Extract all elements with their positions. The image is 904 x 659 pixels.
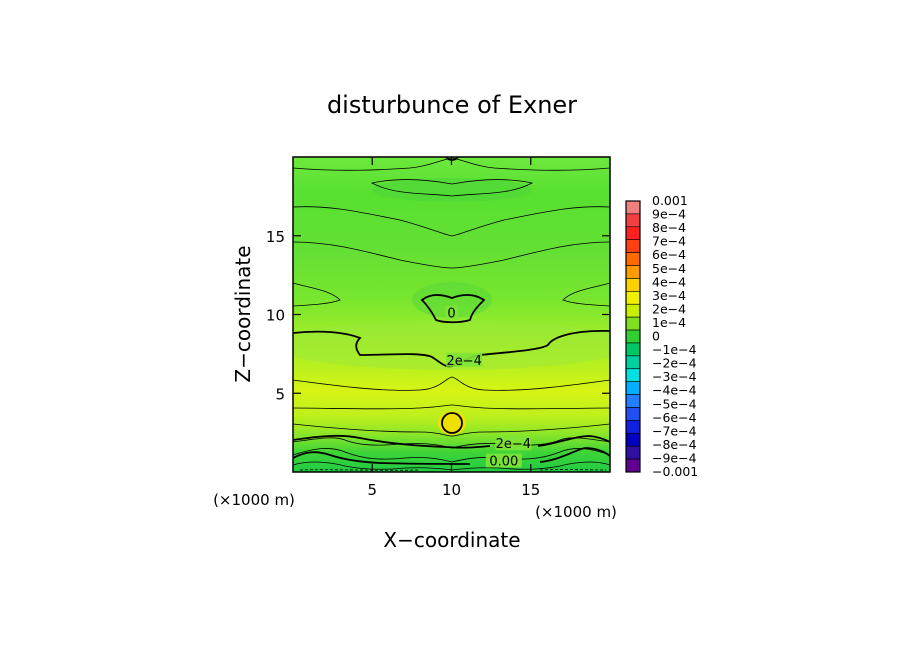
contour-labels: 0 2e−4 2e−4 0.00 (445, 305, 532, 470)
colorbar-swatch (625, 252, 641, 266)
x-tick-label: 10 (442, 481, 461, 499)
colorbar-label: 4e−4 (652, 274, 686, 289)
y-ticks: 5 10 15 (266, 228, 610, 403)
colorbar-swatch (625, 432, 641, 447)
contour-label: 2e−4 (446, 354, 481, 369)
colorbar-swatch (625, 445, 641, 460)
colorbar-label: −3e−4 (652, 369, 697, 384)
colorbar-label: 9e−4 (652, 207, 686, 222)
colorbar-swatch (625, 407, 641, 421)
colorbar-swatch (625, 278, 641, 292)
contour-label: 0.00 (489, 455, 518, 470)
y-tick-label: 10 (266, 307, 285, 325)
colorbar-swatch (625, 394, 641, 408)
colorbar-label: −1e−4 (652, 342, 697, 357)
colorbar-label: 2e−4 (652, 301, 686, 316)
colorbar-swatch (625, 368, 641, 382)
colorbar-label: −7e−4 (652, 423, 697, 438)
contour-label-bg (495, 436, 532, 451)
colorbar-label: 8e−4 (652, 220, 686, 235)
colorbar-label: −6e−4 (652, 410, 697, 425)
colorbar: 0.0019e−48e−47e−46e−45e−44e−43e−42e−41e−… (625, 193, 698, 479)
colorbar-swatch (625, 303, 641, 318)
colorbar-swatch (625, 265, 641, 279)
colorbar-label: −4e−4 (652, 383, 697, 398)
contour-lines-negative (299, 469, 607, 471)
y-tick-label: 15 (266, 228, 285, 246)
x-unit-label: (×1000 m) (535, 503, 617, 521)
colorbar-label: 6e−4 (652, 247, 686, 262)
colorbar-frame (625, 200, 641, 473)
colorbar-swatch (625, 316, 641, 331)
x-axis-label: X−coordinate (383, 528, 520, 552)
colorbar-swatch (625, 458, 641, 473)
x-tick-label: 15 (521, 481, 540, 499)
plot-field (293, 157, 610, 472)
colorbar-label: 3e−4 (652, 288, 686, 303)
colorbar-label: 1e−4 (652, 315, 686, 330)
chart-title: disturbunce of Exner (327, 91, 577, 119)
z-unit-label: (×1000 m) (213, 491, 295, 509)
colorbar-label: 0 (652, 329, 660, 344)
y-axis-label: Z−coordinate (231, 245, 255, 382)
contour-lines-thick (293, 157, 610, 465)
colorbar-swatch (625, 355, 641, 370)
colorbar-label: −5e−4 (652, 396, 697, 411)
colorbar-swatch (625, 420, 641, 434)
colorbar-label: 0.001 (652, 193, 688, 208)
colorbar-label: 5e−4 (652, 261, 686, 276)
colorbar-swatch (625, 200, 641, 215)
colorbar-label: −0.001 (652, 464, 698, 479)
colorbar-swatch (625, 329, 641, 344)
x-ticks: 5 10 15 (367, 157, 540, 499)
y-tick-label: 5 (275, 385, 285, 403)
colorbar-swatch (625, 291, 641, 305)
x-tick-label: 5 (367, 481, 377, 499)
contour-label-bg (485, 453, 522, 468)
colorbar-swatch (625, 239, 641, 253)
contour-label-bg (446, 352, 483, 367)
colorbar-swatch (625, 226, 641, 241)
contour-label: 2e−4 (496, 437, 531, 452)
colorbar-label: −2e−4 (652, 356, 697, 371)
colorbar-swatch (625, 342, 641, 357)
contour-label: 0 (447, 307, 455, 322)
colorbar-label: 7e−4 (652, 234, 686, 249)
colorbar-label: −8e−4 (652, 437, 697, 452)
colorbar-swatch (625, 213, 641, 228)
colorbar-label: −9e−4 (652, 450, 697, 465)
contour-label-bg (445, 305, 458, 320)
colorbar-swatch (625, 381, 641, 395)
